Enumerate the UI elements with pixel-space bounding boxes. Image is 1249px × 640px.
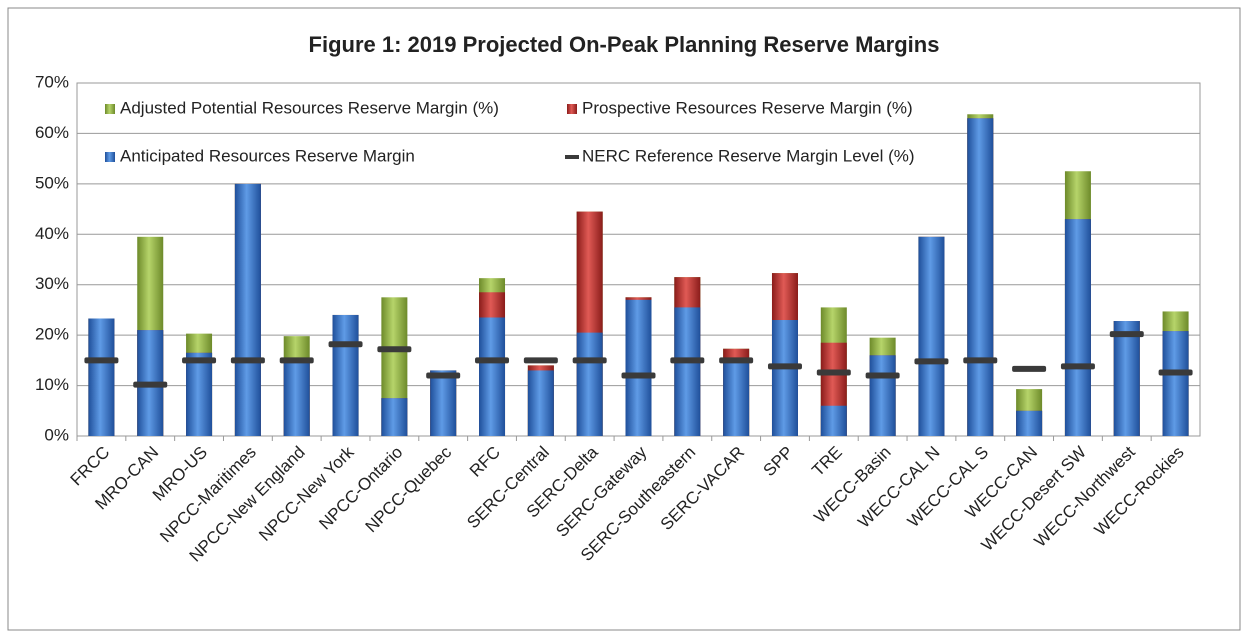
legend-label: Adjusted Potential Resources Reserve Mar… — [120, 98, 499, 117]
bar — [771, 320, 798, 436]
legend-swatch — [567, 104, 577, 114]
reference-marker — [328, 341, 363, 348]
bar — [576, 332, 603, 436]
bar — [381, 398, 408, 436]
reference-marker — [865, 372, 900, 379]
reference-marker — [1060, 363, 1095, 370]
legend-label: Anticipated Resources Reserve Margin — [120, 146, 415, 165]
reference-marker — [1158, 369, 1193, 376]
reference-marker — [670, 357, 705, 364]
legend-label: Prospective Resources Reserve Margin (%) — [582, 98, 913, 117]
legend-swatch — [565, 155, 579, 159]
reference-marker — [767, 363, 802, 370]
reference-marker — [572, 357, 607, 364]
legend-swatch — [105, 104, 115, 114]
y-tick-label: 10% — [35, 375, 69, 394]
bar — [918, 236, 945, 436]
y-tick-label: 40% — [35, 224, 69, 243]
bar — [479, 317, 506, 436]
bar — [869, 355, 896, 436]
reference-marker — [914, 358, 949, 365]
bar — [430, 370, 457, 436]
reference-marker — [1012, 365, 1047, 372]
bar — [723, 357, 750, 436]
bar — [234, 183, 261, 436]
chart-title: Figure 1: 2019 Projected On-Peak Plannin… — [309, 32, 940, 57]
bar — [1016, 410, 1043, 436]
legend-label: NERC Reference Reserve Margin Level (%) — [582, 146, 915, 165]
reference-marker — [133, 381, 168, 388]
reference-marker — [621, 372, 656, 379]
y-tick-label: 70% — [35, 72, 69, 91]
reference-marker — [230, 357, 265, 364]
reference-marker — [182, 357, 217, 364]
bar — [1064, 219, 1091, 436]
bar — [527, 370, 554, 436]
y-tick-label: 60% — [35, 123, 69, 142]
y-tick-label: 30% — [35, 274, 69, 293]
bar — [1162, 331, 1189, 436]
y-tick-label: 0% — [44, 425, 69, 444]
y-tick-label: 50% — [35, 173, 69, 192]
reference-marker — [84, 357, 119, 364]
bar — [625, 299, 652, 436]
reference-marker — [1109, 331, 1144, 338]
bar — [186, 352, 213, 436]
y-tick-label: 20% — [35, 325, 69, 344]
bar — [1113, 321, 1140, 436]
reference-marker — [816, 369, 851, 376]
reference-marker — [719, 357, 754, 364]
frame — [7, 7, 1241, 631]
reference-marker — [475, 357, 510, 364]
reference-marker — [279, 357, 314, 364]
reference-marker — [426, 372, 461, 379]
bar — [967, 118, 994, 437]
bar — [820, 405, 847, 436]
reference-marker — [523, 357, 558, 364]
legend-swatch — [105, 152, 115, 162]
bar — [674, 307, 701, 436]
reference-marker — [963, 357, 998, 364]
bar — [88, 318, 115, 436]
bar — [283, 362, 310, 436]
reference-marker — [377, 346, 412, 353]
bar — [332, 314, 359, 436]
